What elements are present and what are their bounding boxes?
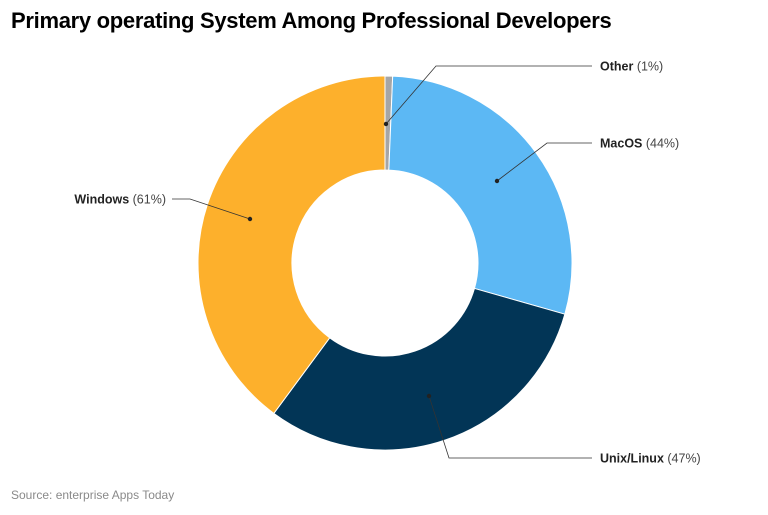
source-note: Source: enterprise Apps Today — [11, 488, 175, 502]
chart-title: Primary operating System Among Professio… — [11, 8, 612, 33]
leader-dot — [494, 178, 500, 184]
leader-line — [172, 198, 251, 220]
slice-macos — [388, 75, 573, 315]
label-name: Unix/Linux — [600, 452, 664, 466]
leader-line — [496, 142, 592, 182]
slice-windows — [197, 75, 386, 415]
label-name: MacOS — [600, 137, 642, 151]
data-label: Windows (61%) — [74, 193, 166, 207]
data-label: Unix/Linux (47%) — [600, 452, 701, 466]
leader-dot — [383, 121, 389, 127]
data-label: Other (1%) — [600, 60, 663, 74]
label-percent: (1%) — [633, 60, 663, 74]
label-percent: (61%) — [129, 193, 166, 207]
slice-unixlinux — [273, 287, 566, 451]
leader-dot — [247, 216, 253, 222]
leader-line — [385, 65, 592, 125]
label-name: Other — [600, 60, 633, 74]
label-percent: (44%) — [642, 137, 679, 151]
leader-dot — [426, 393, 432, 399]
label-name: Windows — [74, 193, 129, 207]
label-percent: (47%) — [664, 452, 701, 466]
data-label: MacOS (44%) — [600, 137, 679, 151]
leader-line — [428, 395, 592, 459]
